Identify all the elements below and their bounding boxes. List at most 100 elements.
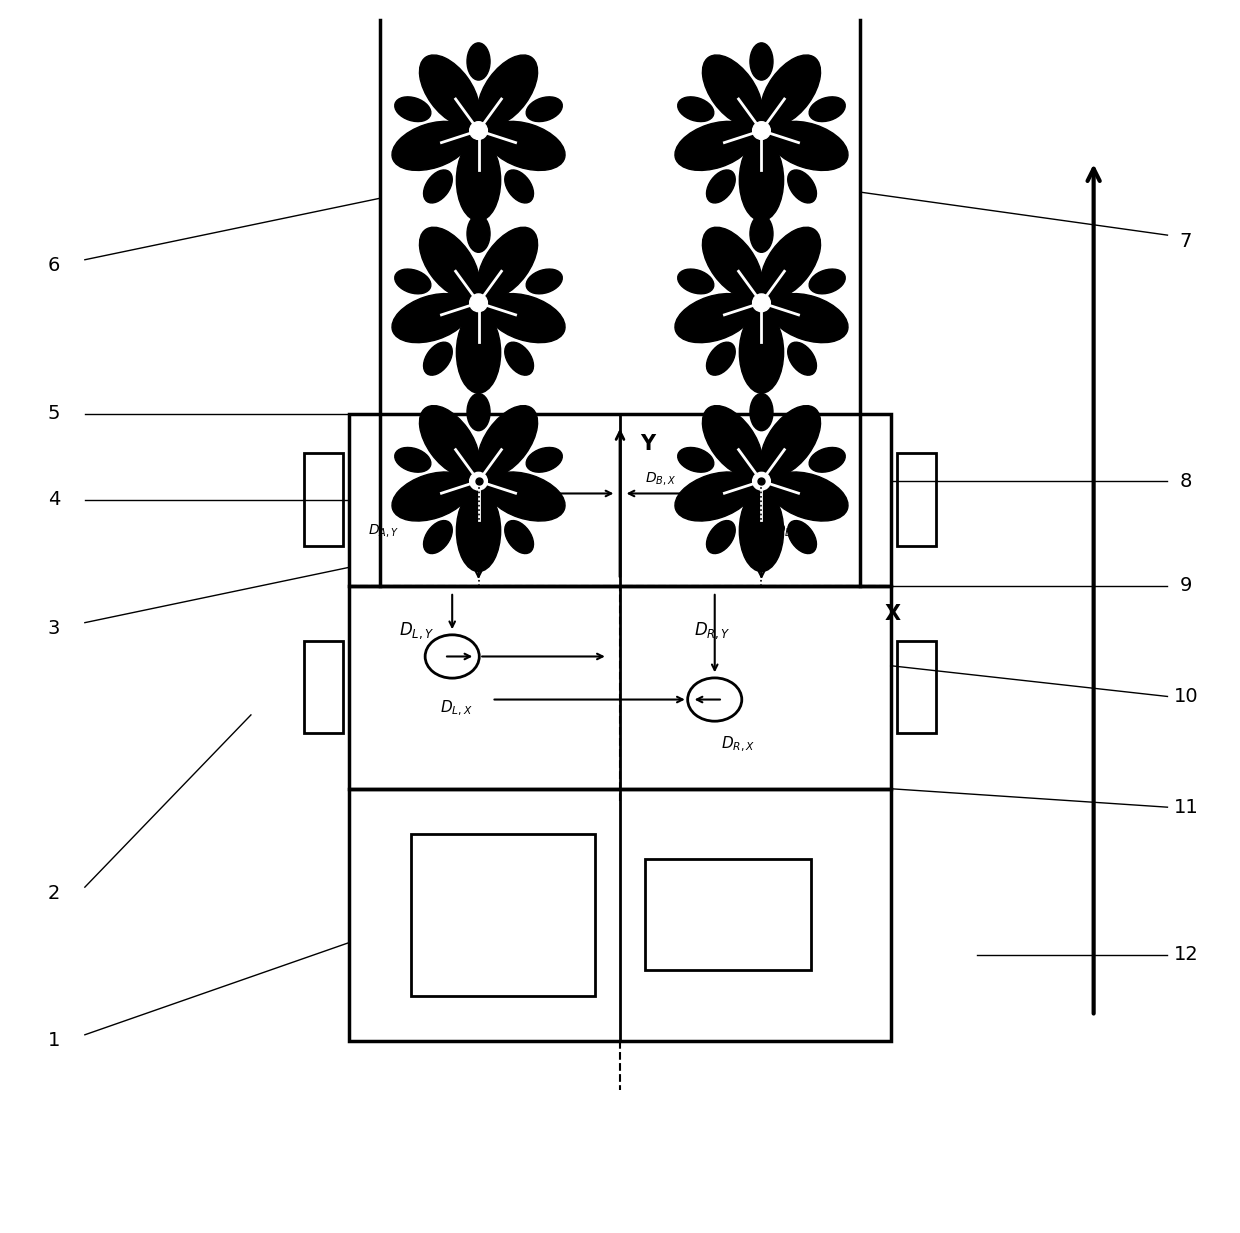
Text: 9: 9 (1179, 576, 1192, 596)
Ellipse shape (702, 406, 763, 476)
Text: $D_{B,X}$: $D_{B,X}$ (645, 470, 676, 487)
Text: 4: 4 (48, 491, 61, 509)
Ellipse shape (675, 121, 754, 170)
Ellipse shape (394, 448, 430, 472)
Ellipse shape (486, 121, 565, 170)
Circle shape (461, 285, 496, 321)
Ellipse shape (760, 406, 821, 476)
Text: 7: 7 (1179, 232, 1192, 250)
Ellipse shape (739, 312, 784, 393)
Ellipse shape (678, 97, 714, 122)
Ellipse shape (787, 170, 816, 203)
Text: 2: 2 (48, 884, 61, 903)
Ellipse shape (477, 227, 538, 298)
Circle shape (470, 472, 487, 490)
Ellipse shape (787, 343, 816, 375)
Text: $D_{A,X}$: $D_{A,X}$ (491, 470, 522, 487)
Ellipse shape (760, 55, 821, 126)
Ellipse shape (505, 343, 533, 375)
Ellipse shape (739, 139, 784, 221)
Ellipse shape (467, 215, 490, 253)
Bar (350, 789, 890, 1041)
Ellipse shape (419, 406, 480, 476)
Bar (350, 586, 890, 789)
Ellipse shape (392, 293, 471, 343)
Ellipse shape (477, 55, 538, 126)
Ellipse shape (424, 170, 453, 203)
Text: Y: Y (640, 434, 655, 455)
Ellipse shape (675, 293, 754, 343)
Text: $D_{R,Y}$: $D_{R,Y}$ (694, 620, 730, 641)
Ellipse shape (707, 343, 735, 375)
Ellipse shape (769, 121, 848, 170)
Circle shape (470, 293, 487, 312)
Bar (897, 454, 936, 546)
Circle shape (744, 285, 779, 321)
Text: X: X (884, 604, 900, 624)
Text: 11: 11 (1173, 798, 1198, 816)
Ellipse shape (505, 170, 533, 203)
Ellipse shape (760, 227, 821, 298)
Ellipse shape (526, 269, 562, 293)
Text: $D_{R,X}$: $D_{R,X}$ (720, 735, 755, 755)
Bar (897, 641, 936, 734)
Ellipse shape (394, 97, 430, 122)
Bar (410, 835, 595, 995)
Ellipse shape (678, 269, 714, 293)
Ellipse shape (810, 269, 846, 293)
Bar (350, 413, 890, 586)
Ellipse shape (750, 43, 773, 80)
Bar (304, 641, 343, 734)
Ellipse shape (769, 472, 848, 522)
Ellipse shape (702, 55, 763, 126)
Circle shape (744, 464, 779, 499)
Ellipse shape (419, 227, 480, 298)
Ellipse shape (750, 215, 773, 253)
Circle shape (461, 113, 496, 148)
Text: 3: 3 (48, 619, 61, 639)
Ellipse shape (424, 343, 453, 375)
Ellipse shape (467, 43, 490, 80)
Ellipse shape (750, 393, 773, 430)
Text: $D_{B,Y}$: $D_{B,Y}$ (774, 522, 805, 539)
Ellipse shape (707, 170, 735, 203)
Ellipse shape (486, 472, 565, 522)
Ellipse shape (505, 520, 533, 554)
Ellipse shape (424, 520, 453, 554)
Ellipse shape (678, 448, 714, 472)
Text: $D_{A,Y}$: $D_{A,Y}$ (368, 522, 399, 539)
Circle shape (744, 113, 779, 148)
Ellipse shape (526, 97, 562, 122)
Ellipse shape (810, 97, 846, 122)
Ellipse shape (419, 55, 480, 126)
Ellipse shape (702, 227, 763, 298)
Text: 12: 12 (1173, 946, 1198, 964)
Ellipse shape (787, 520, 816, 554)
Ellipse shape (486, 293, 565, 343)
Ellipse shape (456, 312, 501, 393)
Ellipse shape (526, 448, 562, 472)
Bar (304, 454, 343, 546)
Bar (645, 859, 811, 970)
Ellipse shape (392, 472, 471, 522)
Text: $D_{L,X}$: $D_{L,X}$ (440, 698, 472, 718)
Ellipse shape (810, 448, 846, 472)
Text: 8: 8 (1179, 472, 1192, 491)
Ellipse shape (675, 472, 754, 522)
Circle shape (753, 472, 770, 490)
Ellipse shape (392, 121, 471, 170)
Circle shape (461, 464, 496, 499)
Ellipse shape (456, 490, 501, 572)
Text: $D_{L,Y}$: $D_{L,Y}$ (398, 620, 434, 641)
Text: 6: 6 (48, 256, 61, 275)
Circle shape (470, 122, 487, 139)
Ellipse shape (769, 293, 848, 343)
Circle shape (753, 122, 770, 139)
Text: 1: 1 (48, 1032, 61, 1051)
Ellipse shape (739, 490, 784, 572)
Text: 10: 10 (1173, 687, 1198, 707)
Text: 5: 5 (48, 404, 61, 423)
Circle shape (753, 293, 770, 312)
Ellipse shape (477, 406, 538, 476)
Ellipse shape (394, 269, 430, 293)
